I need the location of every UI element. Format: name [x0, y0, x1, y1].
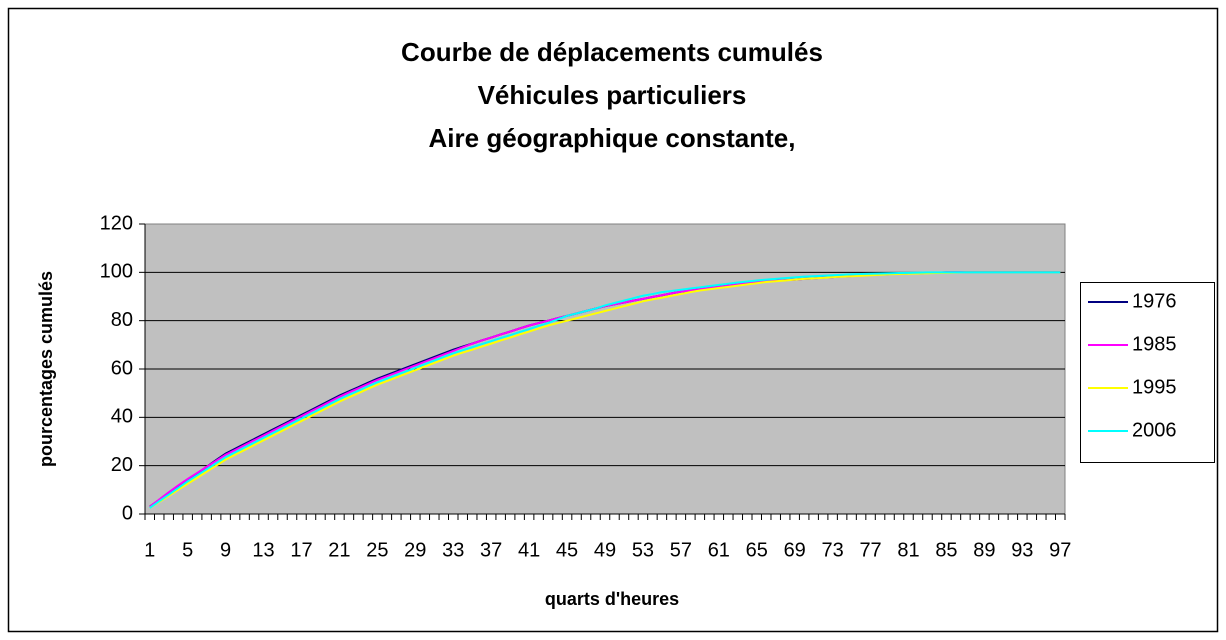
x-tick-label: 73 — [822, 539, 844, 561]
x-tick-label: 5 — [182, 539, 193, 561]
legend-label: 2006 — [1132, 419, 1177, 441]
chart-title: Courbe de déplacements cumulés — [401, 37, 823, 67]
y-tick-label: 40 — [111, 406, 133, 428]
chart-title: Véhicules particuliers — [478, 80, 747, 110]
x-tick-label: 1 — [144, 539, 155, 561]
y-tick-label: 20 — [111, 454, 133, 476]
legend-label: 1985 — [1132, 333, 1177, 355]
x-tick-label: 53 — [632, 539, 654, 561]
x-tick-label: 57 — [670, 539, 692, 561]
x-tick-label: 41 — [518, 539, 540, 561]
x-tick-label: 33 — [442, 539, 464, 561]
y-tick-label: 0 — [122, 502, 133, 524]
x-tick-label: 21 — [328, 539, 350, 561]
y-axis-title: pourcentages cumulés — [36, 271, 56, 467]
x-tick-label: 85 — [935, 539, 957, 561]
x-tick-label: 97 — [1049, 539, 1071, 561]
legend-label: 1976 — [1132, 290, 1177, 312]
x-tick-label: 69 — [784, 539, 806, 561]
legend — [1080, 282, 1215, 463]
y-tick-label: 120 — [100, 212, 133, 234]
x-tick-label: 9 — [220, 539, 231, 561]
x-tick-label: 77 — [859, 539, 881, 561]
x-tick-label: 89 — [973, 539, 995, 561]
x-tick-label: 25 — [366, 539, 388, 561]
x-axis-title: quarts d'heures — [545, 589, 679, 609]
x-tick-label: 61 — [708, 539, 730, 561]
legend-label: 1995 — [1132, 376, 1177, 398]
x-tick-label: 17 — [290, 539, 312, 561]
y-tick-label: 80 — [111, 309, 133, 331]
x-tick-label: 13 — [252, 539, 274, 561]
x-tick-label: 93 — [1011, 539, 1033, 561]
y-tick-label: 60 — [111, 357, 133, 379]
series-line — [149, 271, 1061, 509]
chart-title: Aire géographique constante, — [429, 123, 796, 153]
x-tick-label: 29 — [404, 539, 426, 561]
x-tick-label: 45 — [556, 539, 578, 561]
x-tick-label: 81 — [897, 539, 919, 561]
x-tick-label: 37 — [480, 539, 502, 561]
x-tick-label: 49 — [594, 539, 616, 561]
y-tick-label: 100 — [100, 261, 133, 283]
x-tick-label: 65 — [746, 539, 768, 561]
